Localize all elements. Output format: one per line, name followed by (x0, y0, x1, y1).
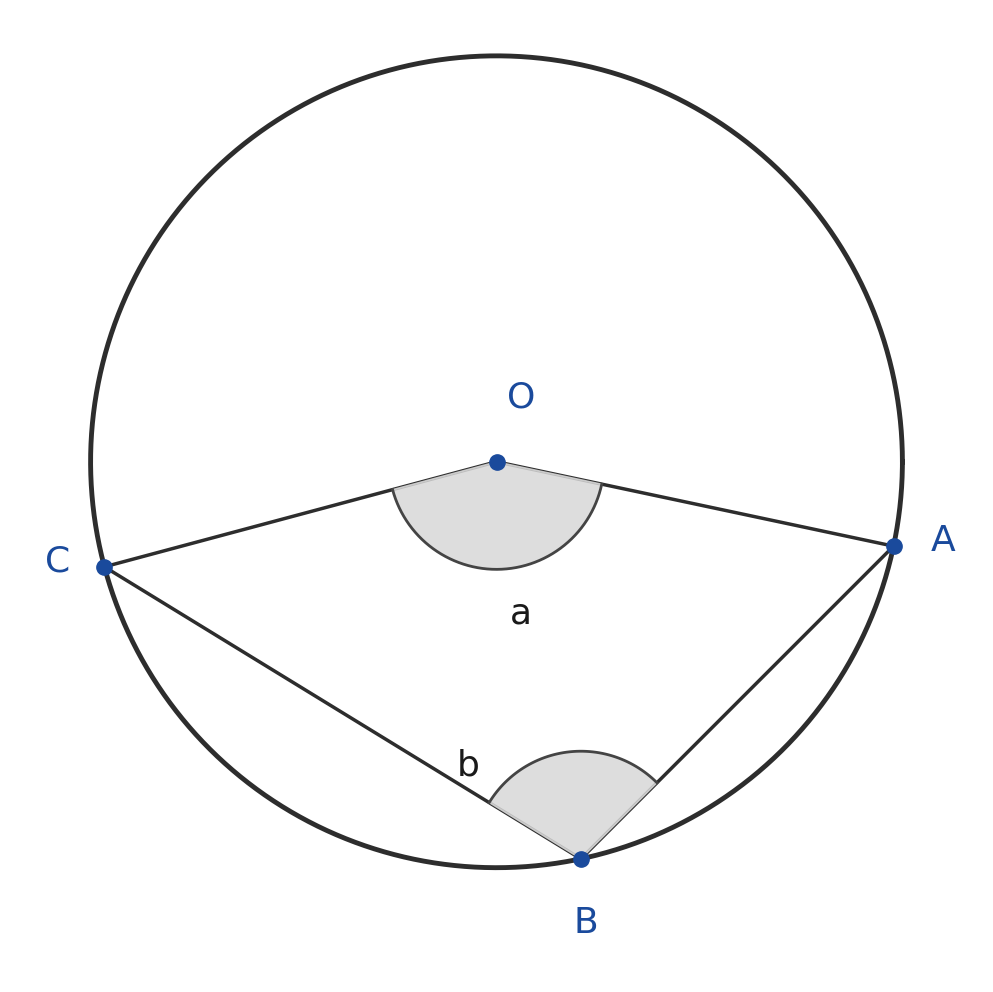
Text: C: C (45, 545, 71, 579)
Text: A: A (930, 524, 955, 558)
Polygon shape (490, 751, 657, 859)
Polygon shape (392, 461, 602, 569)
Text: O: O (506, 381, 535, 415)
Text: B: B (574, 906, 598, 939)
Text: b: b (457, 749, 480, 783)
Text: a: a (510, 596, 532, 630)
